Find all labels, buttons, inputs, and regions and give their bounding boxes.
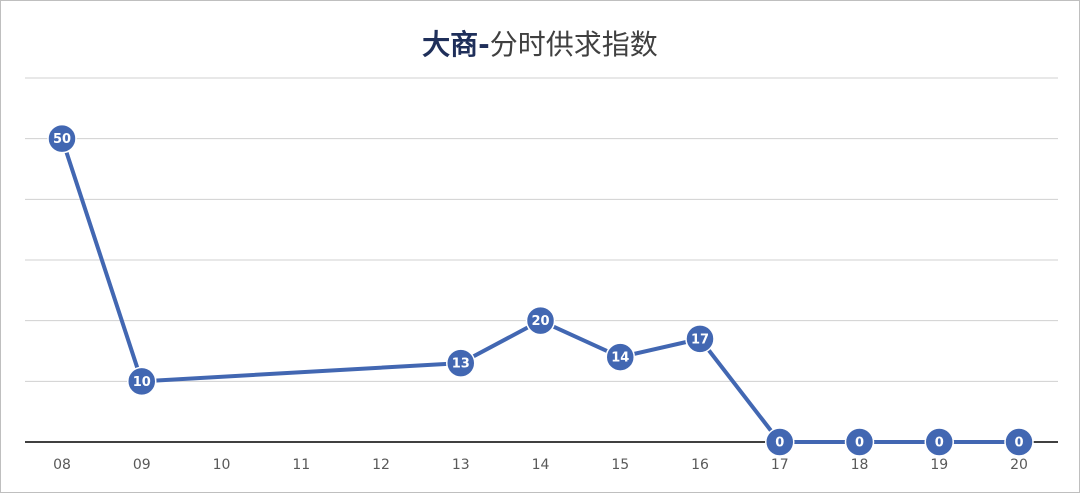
x-tick-label: 17 [771, 457, 789, 473]
x-tick-label: 20 [1010, 457, 1028, 473]
data-label: 50 [53, 132, 71, 147]
data-label: 0 [855, 436, 864, 451]
data-label: 0 [775, 436, 784, 451]
x-tick-label: 19 [930, 457, 948, 473]
x-tick-label: 18 [851, 457, 869, 473]
x-tick-label: 08 [53, 457, 71, 473]
chart-title: 大商-分时供求指数 [422, 28, 658, 61]
data-label: 20 [531, 314, 549, 329]
point [127, 366, 157, 397]
point [685, 324, 715, 354]
x-tick-label: 13 [452, 457, 470, 473]
data-label: 10 [133, 375, 151, 390]
point [446, 348, 476, 378]
x-tick-label: 12 [372, 457, 390, 473]
x-tick-label: 16 [691, 457, 709, 473]
line [60, 138, 1019, 444]
x-tick-label: 10 [213, 457, 231, 473]
data-label: 0 [935, 436, 944, 451]
point [525, 305, 556, 336]
x-tick-label: 14 [532, 457, 550, 473]
x-tick-label: 15 [611, 457, 629, 473]
data-label: 0 [1014, 436, 1023, 451]
point [844, 427, 875, 457]
chart-title-rest: 分时供求指数 [490, 28, 658, 61]
point [1004, 427, 1034, 457]
point [765, 427, 795, 457]
data-label: 13 [452, 357, 470, 372]
data-label: 17 [691, 332, 709, 347]
point [605, 342, 635, 372]
x-tick-label: 09 [133, 457, 151, 473]
x-tick-label: 11 [292, 457, 310, 473]
chart-title-bold: 大商- [422, 28, 490, 61]
data-label: 14 [611, 351, 629, 366]
point [47, 123, 77, 154]
point [924, 427, 954, 457]
